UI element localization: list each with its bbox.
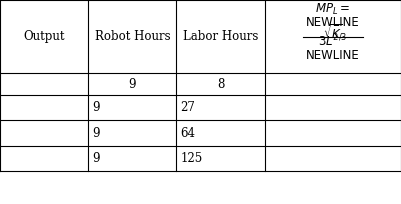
Text: 64: 64 xyxy=(180,127,195,140)
Text: $3L^{2/3}$: $3L^{2/3}$ xyxy=(318,32,348,49)
Text: NEWLINE: NEWLINE xyxy=(306,49,360,62)
Text: Robot Hours: Robot Hours xyxy=(95,30,170,43)
Text: 125: 125 xyxy=(180,152,203,165)
Text: Output: Output xyxy=(23,30,65,43)
Text: 9: 9 xyxy=(92,127,100,140)
Text: 9: 9 xyxy=(92,101,100,114)
Text: NEWLINE: NEWLINE xyxy=(306,16,360,29)
Text: 9: 9 xyxy=(129,78,136,91)
Text: 9: 9 xyxy=(92,152,100,165)
Text: $\mathit{MP}_L =$: $\mathit{MP}_L =$ xyxy=(315,2,350,17)
Text: 27: 27 xyxy=(180,101,195,114)
Text: Labor Hours: Labor Hours xyxy=(183,30,258,43)
Text: 8: 8 xyxy=(217,78,224,91)
Text: $\sqrt{K}$: $\sqrt{K}$ xyxy=(323,23,342,42)
